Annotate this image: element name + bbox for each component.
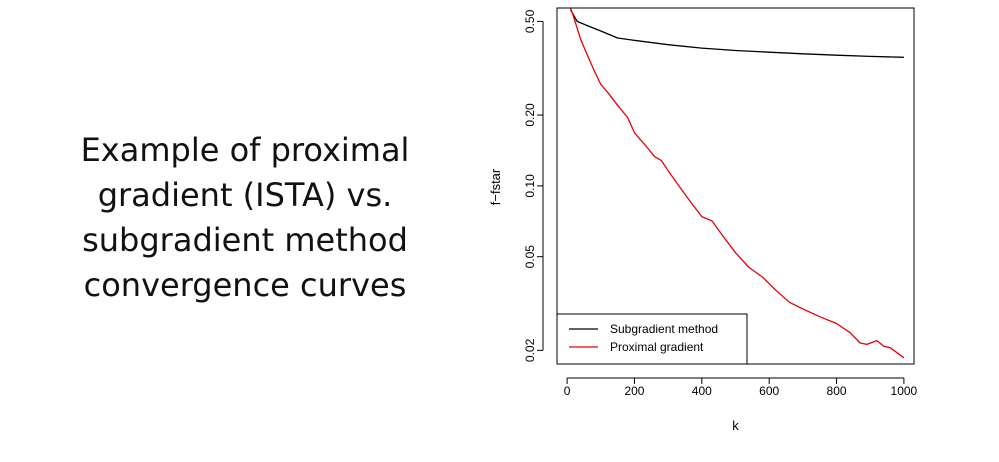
y-tick-label: 0.02 xyxy=(523,338,537,362)
x-tick-label: 200 xyxy=(624,384,644,398)
y-axis-label: f−fstar xyxy=(488,168,503,205)
plot-frame xyxy=(556,7,915,365)
legend-box xyxy=(556,313,748,365)
x-tick-label: 1000 xyxy=(891,384,918,398)
x-axis-label: k xyxy=(732,418,739,433)
plot-area xyxy=(569,7,905,359)
axes: 0 200 400 600 800 1000 0.02 0.05 0.10 0.20 0.50 xyxy=(523,9,918,398)
x-tick-label: 600 xyxy=(759,384,779,398)
y-tick-label: 0.10 xyxy=(523,174,537,198)
x-tick-label: 800 xyxy=(827,384,847,398)
legend-label: Proximal gradient xyxy=(610,340,704,354)
legend: Subgradient method Proximal gradient xyxy=(556,313,748,365)
y-tick-label: 0.05 xyxy=(523,245,537,269)
caption-line-2: gradient (ISTA) vs. xyxy=(97,176,393,214)
x-tick-label: 0 xyxy=(564,384,571,398)
series-line-proximal xyxy=(569,7,905,359)
legend-label: Subgradient method xyxy=(610,322,718,336)
y-tick-label: 0.20 xyxy=(523,103,537,127)
caption-line-4: convergence curves xyxy=(83,266,407,304)
caption-line-3: subgradient method xyxy=(82,221,408,259)
slide-caption: Example of proximal gradient (ISTA) vs. … xyxy=(60,128,430,308)
x-tick-label: 400 xyxy=(692,384,712,398)
y-tick-label: 0.50 xyxy=(523,9,537,33)
caption-line-1: Example of proximal xyxy=(80,131,410,169)
series-line-subgradient xyxy=(569,9,904,58)
